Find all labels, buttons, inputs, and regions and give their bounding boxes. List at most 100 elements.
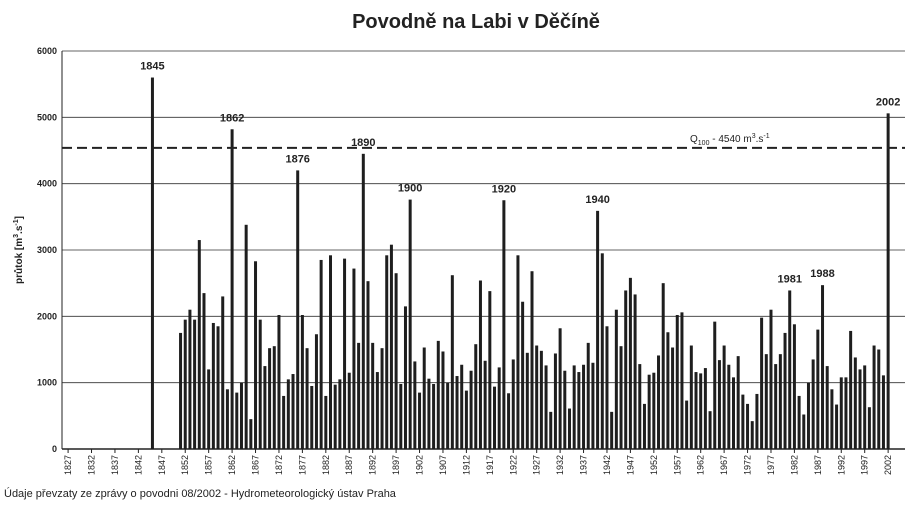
bar [329,255,333,449]
bar [586,342,590,449]
y-axis-label: průtok [m3.s-1] [13,216,25,284]
bar [666,332,670,449]
y-label-part: .s [14,225,25,234]
bar [319,259,323,449]
x-tick-label: 1987 [813,455,823,475]
bar [300,315,304,449]
bar [207,369,211,449]
x-tick-label: 1922 [508,455,518,475]
bar [338,379,342,449]
bar [802,414,806,449]
x-tick-label: 1947 [625,455,635,475]
bar [221,296,225,449]
peak-label: 1920 [492,183,516,195]
x-tick-label: 1942 [602,455,612,475]
bar [483,360,487,449]
bar [675,315,679,449]
bar [647,374,651,449]
bar [816,329,820,449]
threshold-label: Q100 - 4540 m3.s-1 [690,133,770,147]
x-tick-label: 1937 [579,455,589,475]
bar [436,340,440,449]
bar [441,351,445,449]
bar [657,355,661,449]
bar [689,345,693,449]
bar [835,404,839,449]
bar [858,369,862,449]
bar [544,365,548,449]
bar [806,382,810,449]
bar [535,345,539,449]
bar [333,384,337,449]
x-tick-label: 1852 [180,455,190,475]
threshold-label-sup: -1 [763,133,769,140]
bar [413,361,417,449]
peak-label: 1940 [585,194,609,206]
x-tick-label: 1847 [157,455,167,475]
bar [736,356,740,449]
bar [179,332,183,449]
bar [357,342,361,449]
x-tick-label: 1962 [696,455,706,475]
x-tick-label: 1877 [297,455,307,475]
x-tick-label: 1967 [719,455,729,475]
bar [792,324,796,449]
threshold-label-part: - 4540 m [709,134,751,145]
bar [352,268,356,449]
x-tick-label: 2002 [883,455,893,475]
bar [722,345,726,449]
x-tick-label: 1952 [649,455,659,475]
bar [197,240,201,449]
bar [216,326,220,449]
bar [375,372,379,449]
bar [507,393,511,449]
y-label-sup: -1 [13,219,20,225]
x-tick-label: 1837 [110,455,120,475]
bar [642,403,646,449]
bar [521,301,525,449]
x-tick-label: 1982 [789,455,799,475]
bar [638,364,642,449]
bar [258,319,262,449]
bar [403,306,407,449]
bar [282,395,286,449]
bar [235,392,239,449]
bar [783,332,787,449]
y-tick-label: 5000 [37,112,57,122]
bar [821,285,825,449]
bar [764,354,768,449]
bar [244,224,248,449]
x-tick-label: 1957 [672,455,682,475]
bar [268,348,272,449]
bar [680,312,684,449]
bar [661,283,665,449]
bar [558,328,562,449]
bar [478,280,482,449]
bar [863,365,867,449]
chart-title: Povodně na Labi v Děčíně [352,11,600,33]
bar [263,366,267,449]
bar [849,330,853,449]
bar [877,349,881,449]
x-tick-label: 1882 [321,455,331,475]
bar [446,382,450,449]
x-tick-label: 1932 [555,455,565,475]
y-tick-label: 0 [52,444,57,454]
bar [825,366,829,449]
bar [788,290,792,449]
bar [549,411,553,449]
bar [774,364,778,449]
bar [361,153,365,450]
bar [343,258,347,449]
bar [464,390,468,449]
threshold-label-part: Q [690,134,698,145]
bar [254,261,258,449]
bar [305,348,309,449]
y-label-sup: 3 [13,234,20,238]
x-tick-label: 1872 [274,455,284,475]
bar [553,353,557,449]
bar [450,275,454,449]
bar [685,400,689,449]
bar [591,362,595,449]
